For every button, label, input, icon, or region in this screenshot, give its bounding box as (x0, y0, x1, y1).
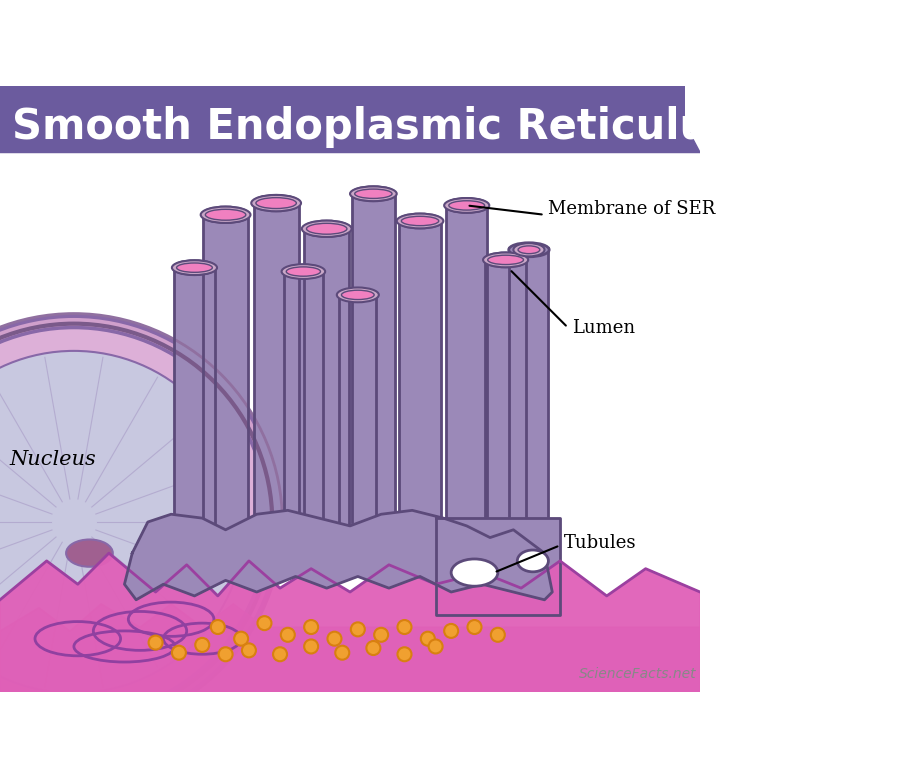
Polygon shape (254, 202, 299, 526)
Polygon shape (0, 553, 700, 692)
Circle shape (0, 351, 245, 693)
Ellipse shape (513, 244, 544, 257)
Ellipse shape (302, 221, 352, 237)
Text: Membrane of SER: Membrane of SER (548, 200, 716, 219)
Circle shape (281, 628, 295, 642)
Circle shape (398, 647, 411, 661)
Circle shape (491, 628, 505, 642)
Text: Tubules: Tubules (564, 534, 636, 552)
Ellipse shape (397, 214, 444, 229)
Circle shape (445, 624, 458, 638)
Circle shape (148, 636, 163, 650)
Ellipse shape (518, 246, 540, 254)
Polygon shape (203, 213, 248, 530)
Circle shape (211, 620, 225, 634)
Ellipse shape (445, 198, 490, 213)
Circle shape (366, 641, 381, 655)
Circle shape (336, 646, 349, 660)
Ellipse shape (201, 207, 250, 223)
Circle shape (0, 328, 268, 717)
Polygon shape (0, 152, 700, 692)
Polygon shape (352, 194, 395, 522)
Polygon shape (304, 229, 349, 530)
Ellipse shape (176, 263, 212, 272)
Ellipse shape (355, 189, 392, 198)
Ellipse shape (401, 216, 438, 226)
Circle shape (304, 620, 318, 634)
Ellipse shape (172, 261, 217, 275)
Circle shape (0, 316, 280, 728)
Ellipse shape (451, 559, 498, 586)
Ellipse shape (518, 550, 548, 572)
Circle shape (467, 620, 482, 634)
Circle shape (273, 647, 287, 661)
Ellipse shape (337, 288, 379, 303)
Polygon shape (175, 268, 215, 534)
Circle shape (304, 640, 318, 654)
Ellipse shape (446, 198, 488, 212)
Polygon shape (284, 272, 323, 530)
Ellipse shape (256, 198, 296, 209)
Circle shape (195, 638, 209, 652)
Ellipse shape (484, 253, 526, 267)
Ellipse shape (303, 221, 350, 237)
Ellipse shape (449, 201, 484, 210)
Circle shape (257, 616, 272, 630)
Ellipse shape (284, 265, 324, 278)
Ellipse shape (205, 209, 246, 220)
Polygon shape (339, 295, 376, 528)
Ellipse shape (251, 195, 301, 212)
Ellipse shape (253, 195, 300, 211)
FancyBboxPatch shape (0, 86, 685, 152)
Text: ScienceFacts.net: ScienceFacts.net (579, 667, 697, 681)
Ellipse shape (483, 253, 528, 268)
Polygon shape (124, 510, 553, 600)
Ellipse shape (282, 265, 325, 279)
Circle shape (351, 622, 364, 636)
Ellipse shape (174, 261, 215, 275)
Ellipse shape (66, 539, 112, 566)
Polygon shape (485, 260, 526, 534)
Polygon shape (0, 604, 700, 692)
Text: Smooth Endoplasmic Reticulum (SER): Smooth Endoplasmic Reticulum (SER) (12, 106, 896, 148)
Circle shape (421, 632, 435, 646)
Ellipse shape (350, 187, 397, 202)
Text: Lumen: Lumen (572, 318, 634, 337)
Circle shape (374, 628, 388, 642)
Ellipse shape (286, 267, 320, 276)
Circle shape (428, 640, 443, 654)
Polygon shape (436, 518, 560, 615)
Ellipse shape (488, 255, 524, 265)
Ellipse shape (338, 289, 377, 301)
Ellipse shape (352, 187, 395, 201)
Ellipse shape (508, 243, 549, 257)
Circle shape (234, 632, 248, 646)
Ellipse shape (202, 207, 249, 223)
Circle shape (242, 643, 256, 657)
Ellipse shape (307, 223, 346, 234)
Polygon shape (509, 248, 548, 538)
Circle shape (398, 620, 411, 634)
Ellipse shape (399, 214, 442, 228)
Text: Nucleus: Nucleus (10, 450, 96, 469)
Polygon shape (399, 221, 441, 526)
Circle shape (328, 632, 341, 646)
Polygon shape (0, 86, 700, 152)
Polygon shape (446, 205, 487, 530)
Ellipse shape (341, 290, 374, 300)
Circle shape (172, 646, 186, 660)
Circle shape (219, 647, 232, 661)
